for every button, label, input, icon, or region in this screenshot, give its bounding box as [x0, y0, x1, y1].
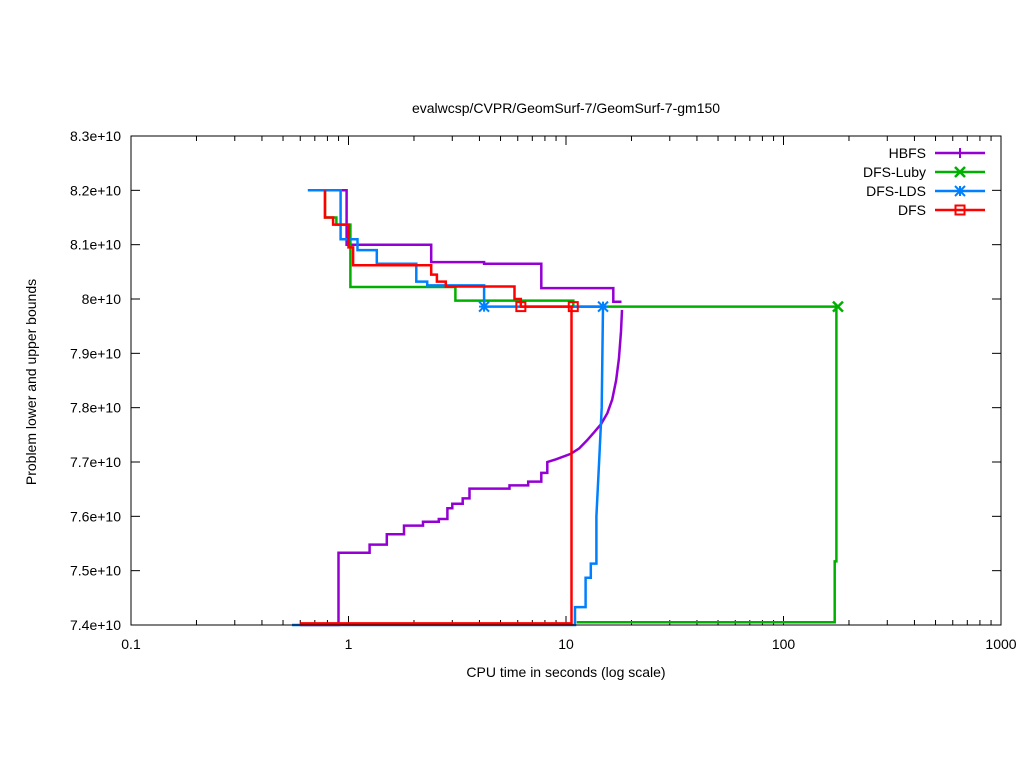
y-tick-label: 8e+10 [82, 291, 122, 307]
series-dfs [300, 190, 579, 625]
series-dfs-lds [292, 189, 609, 627]
series-line-dfs-lower [300, 305, 574, 625]
legend-label-dfs-luby: DFS-Luby [863, 164, 926, 180]
chart-title: evalwcsp/CVPR/GeomSurf-7/GeomSurf-7-gm15… [412, 100, 720, 116]
legend-marker-dfs-lds [954, 185, 966, 197]
y-tick-label: 7.8e+10 [70, 400, 121, 416]
y-tick-label: 7.4e+10 [70, 617, 121, 633]
legend-label-dfs-lds: DFS-LDS [866, 183, 926, 199]
x-axis-label: CPU time in seconds (log scale) [466, 664, 665, 680]
legend-label-hbfs: HBFS [889, 145, 926, 161]
series-hbfs [300, 189, 624, 627]
series-line-dfs-lds-upper [307, 189, 603, 308]
y-tick-label: 8.2e+10 [70, 182, 121, 198]
y-tick-label: 8.1e+10 [70, 237, 121, 253]
series-line-dfs-upper [323, 190, 574, 308]
axis-ticks: 7.4e+10 7.5e+10 7.6e+10 7.7e+10 7.8e+10 7.9e+… [70, 128, 1017, 652]
series-line-hbfs-upper [341, 189, 622, 303]
legend: HBFS DFS-Luby DFS-LDS DFS [863, 145, 985, 218]
series-point-dfs-lds [478, 300, 490, 313]
series-point-dfs [515, 301, 527, 313]
series-line-dfs-lds-lower [292, 306, 605, 627]
legend-marker-dfs-luby [954, 166, 966, 178]
x-tick-label: 10 [558, 636, 574, 652]
x-tick-label: 1000 [985, 636, 1016, 652]
y-tick-label: 7.6e+10 [70, 508, 121, 524]
series-point-dfs-lds [597, 300, 609, 313]
x-tick-label: 1 [345, 636, 353, 652]
y-tick-label: 7.5e+10 [70, 563, 121, 579]
series-layer [292, 189, 844, 627]
legend-label-dfs: DFS [898, 202, 926, 218]
y-tick-label: 8.3e+10 [70, 128, 121, 144]
legend-marker-hbfs [955, 148, 965, 158]
y-axis-label: Problem lower and upper bounds [23, 279, 39, 485]
plot-frame [130, 135, 1002, 626]
series-point-dfs [567, 301, 579, 313]
series-line-dfs-luby-lower [576, 306, 838, 624]
y-tick-label: 7.9e+10 [70, 345, 121, 361]
y-tick-label: 7.7e+10 [70, 454, 121, 470]
series-point-dfs-luby [832, 300, 844, 313]
series-dfs-luby [323, 190, 844, 624]
legend-marker-dfs [954, 204, 966, 216]
x-tick-label: 0.1 [121, 636, 141, 652]
series-line-hbfs-lower [300, 309, 624, 627]
x-tick-label: 100 [772, 636, 796, 652]
